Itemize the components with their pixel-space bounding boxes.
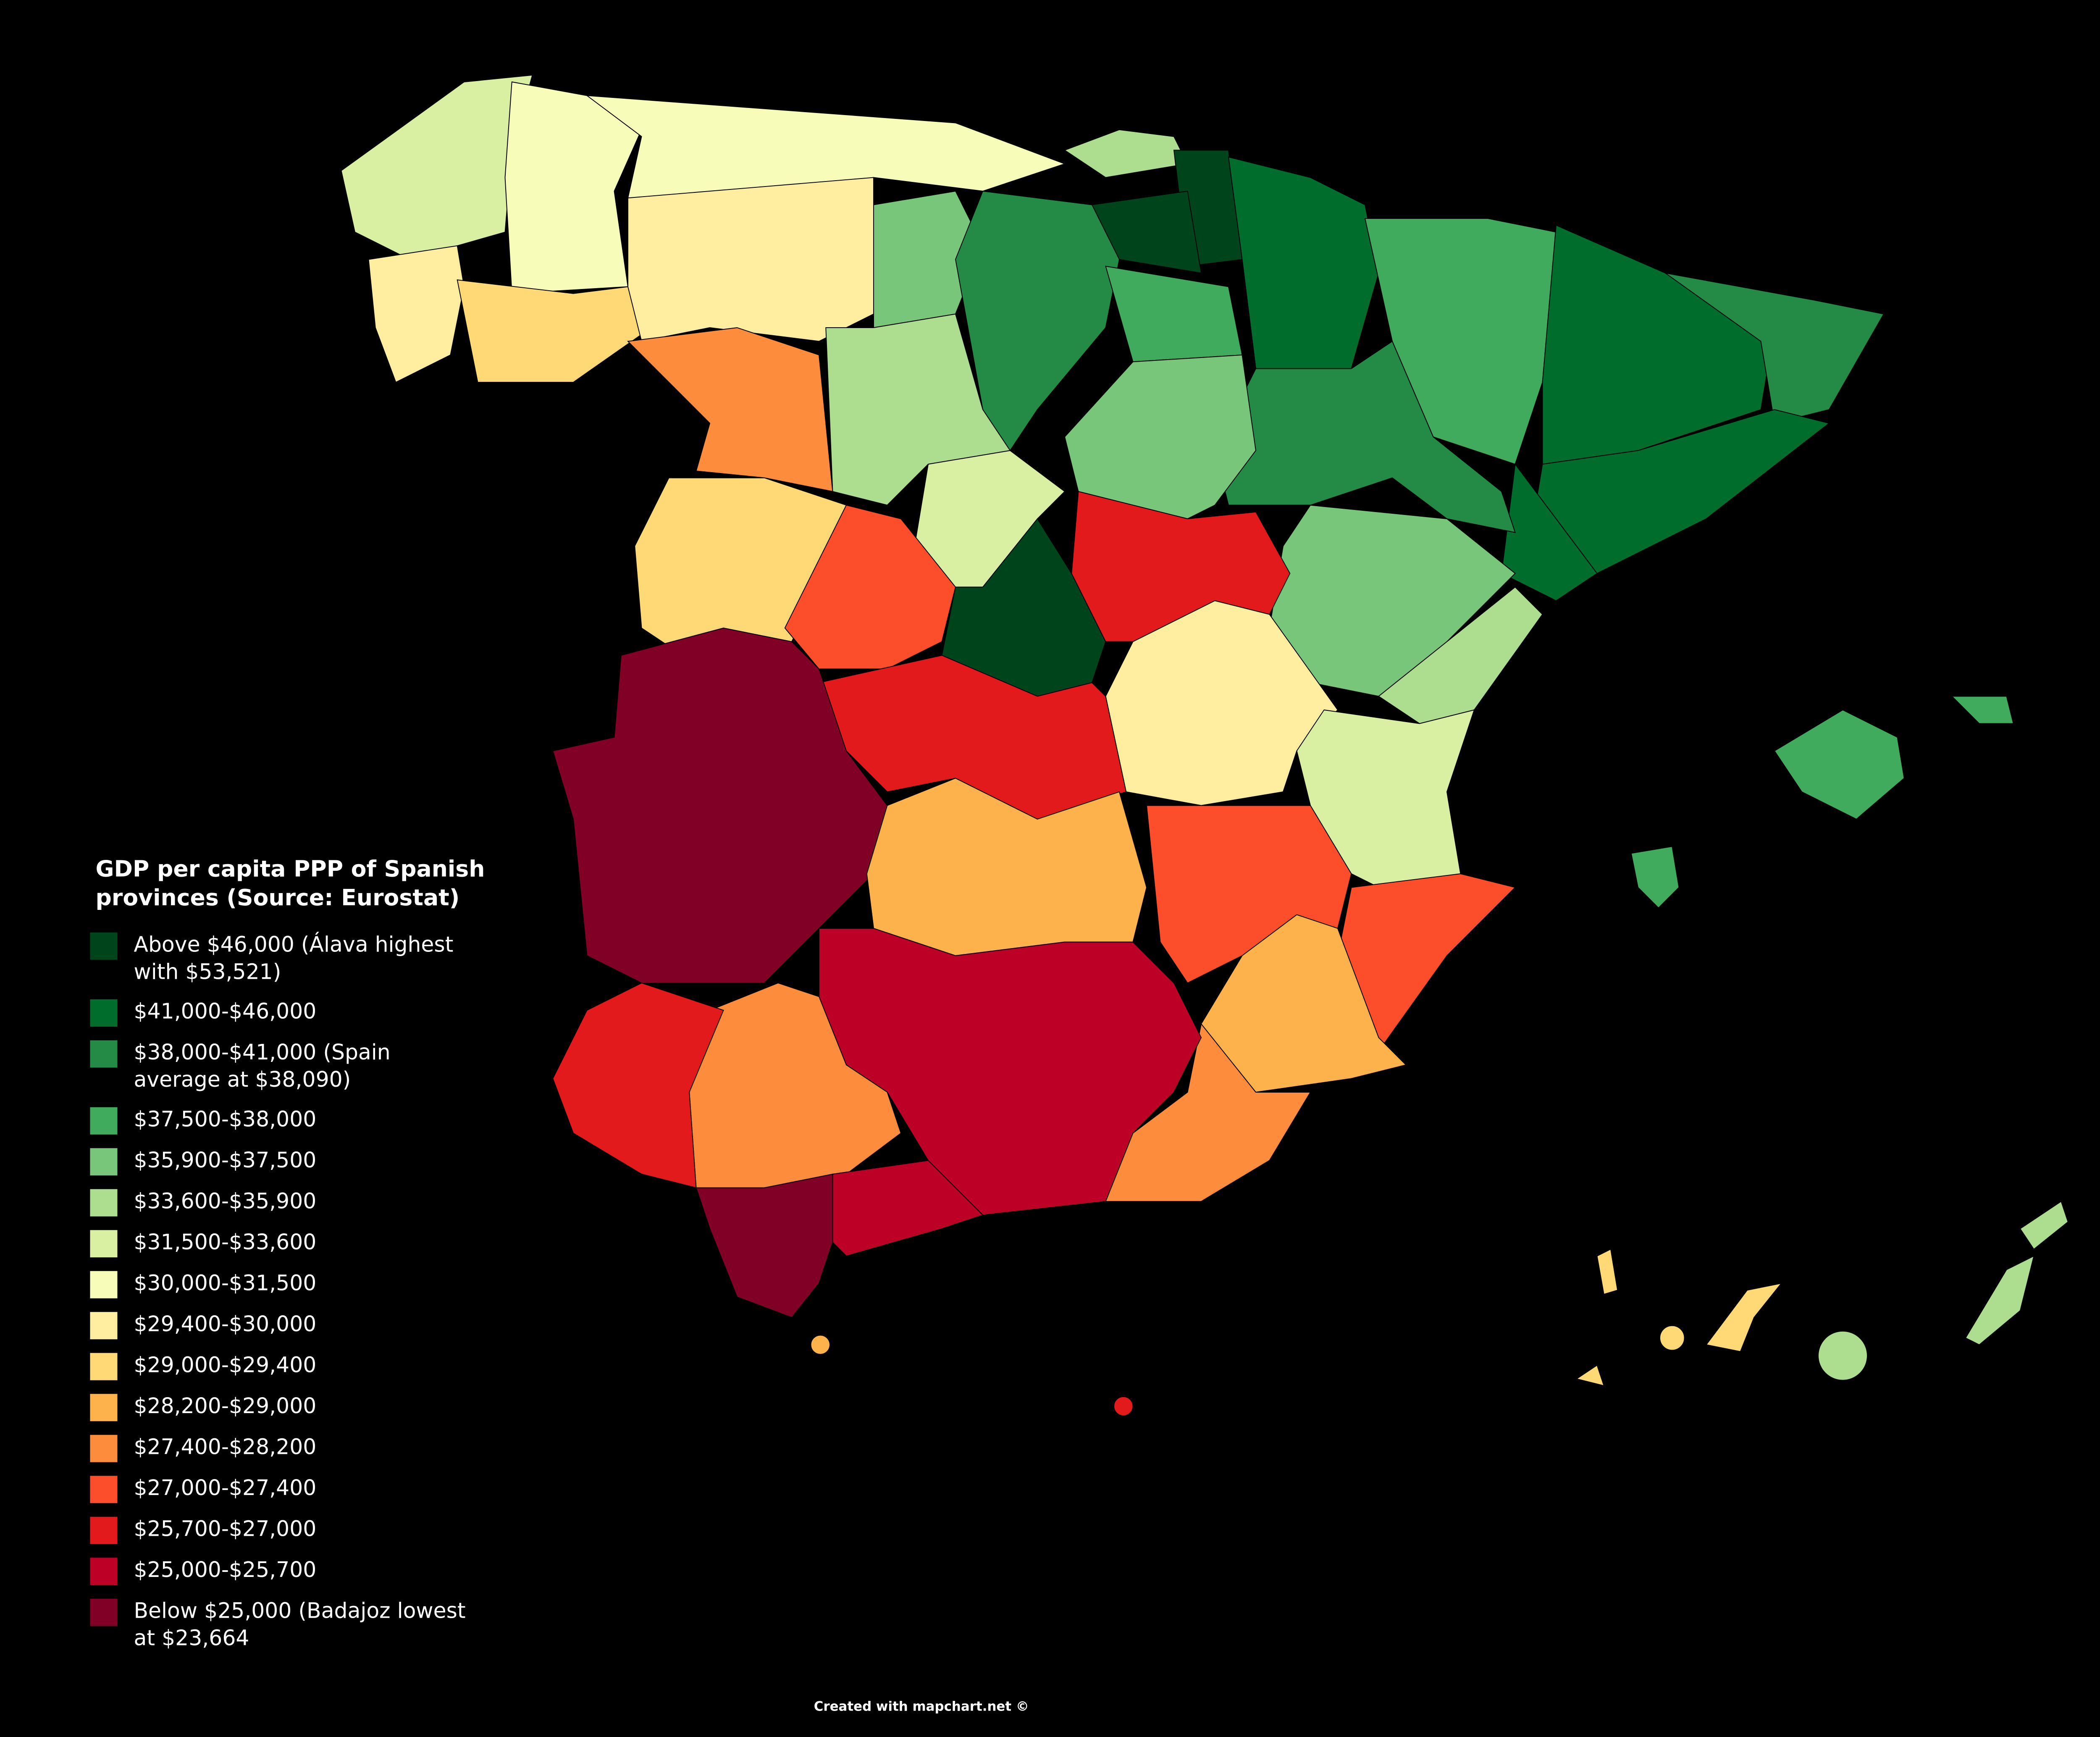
legend-swatch xyxy=(90,1394,118,1422)
legend-swatch xyxy=(90,1558,118,1585)
legend-swatch xyxy=(90,1598,118,1626)
legend-swatch xyxy=(90,932,118,960)
province xyxy=(1228,156,1379,369)
legend-label: $25,700-$27,000 xyxy=(134,1516,317,1542)
legend-item: $25,700-$27,000 xyxy=(90,1516,486,1544)
legend-label: $27,400-$28,200 xyxy=(134,1435,317,1460)
legend-swatch xyxy=(90,1230,118,1258)
legend-swatch xyxy=(90,1476,118,1503)
province xyxy=(1596,1248,1618,1295)
legend-label: $29,000-$29,400 xyxy=(134,1353,317,1378)
province xyxy=(627,177,874,342)
legend-label: Below $25,000 (Badajoz lowest at $23,664 xyxy=(134,1598,466,1651)
legend-swatch xyxy=(90,1353,118,1380)
legend-label: $25,000-$25,700 xyxy=(134,1558,317,1582)
legend-label: $35,900-$37,500 xyxy=(134,1148,317,1173)
province xyxy=(1214,341,1516,533)
legend-item: $27,000-$27,400 xyxy=(90,1474,486,1503)
legend-item: $31,500-$33,600 xyxy=(90,1229,486,1258)
legend-swatch xyxy=(90,1189,118,1217)
province xyxy=(866,778,1147,956)
credit: Created with mapchart.net © xyxy=(814,1700,1029,1715)
legend: GDP per capita PPP of Spanish provinces … xyxy=(90,855,486,1664)
legend-item: $30,000-$31,500 xyxy=(90,1270,486,1298)
province xyxy=(1064,354,1257,520)
legend-label: $41,000-$46,000 xyxy=(134,999,317,1024)
legend-swatch xyxy=(90,999,118,1027)
legend-label: $33,600-$35,900 xyxy=(134,1189,317,1214)
legend-label: $30,000-$31,500 xyxy=(134,1271,317,1296)
legend-label: $38,000-$41,000 (Spain average at $38,09… xyxy=(134,1040,391,1093)
province xyxy=(2019,1201,2068,1250)
legend-label: $37,500-$38,000 xyxy=(134,1107,317,1132)
province xyxy=(1659,1325,1685,1351)
province xyxy=(457,279,642,383)
province xyxy=(1818,1330,1868,1381)
legend-label: $29,400-$30,000 xyxy=(134,1312,317,1337)
legend-item: $35,900-$37,500 xyxy=(90,1147,486,1176)
province xyxy=(1113,1396,1134,1416)
province xyxy=(1575,1364,1605,1387)
legend-item: $41,000-$46,000 xyxy=(90,998,486,1027)
legend-item: $28,200-$29,000 xyxy=(90,1393,486,1422)
province xyxy=(1774,709,1905,820)
legend-swatch xyxy=(90,1107,118,1135)
province xyxy=(341,74,533,260)
province xyxy=(955,190,1120,452)
province xyxy=(1665,273,1885,424)
province xyxy=(1105,265,1243,363)
legend-item: $29,400-$30,000 xyxy=(90,1311,486,1340)
province xyxy=(832,1160,984,1257)
province xyxy=(1105,1023,1311,1202)
province xyxy=(627,327,833,492)
province xyxy=(368,245,465,383)
province xyxy=(1705,1282,1782,1352)
legend-label: $31,500-$33,600 xyxy=(134,1230,317,1255)
legend-item: $37,500-$38,000 xyxy=(90,1106,486,1135)
legend-swatch xyxy=(90,1040,118,1068)
legend-swatch xyxy=(90,1271,118,1298)
legend-item: $38,000-$41,000 (Spain average at $38,09… xyxy=(90,1039,486,1093)
province xyxy=(1951,696,2014,724)
province xyxy=(696,1173,833,1318)
province xyxy=(810,1335,830,1355)
legend-swatch xyxy=(90,1516,118,1544)
legend-item: Below $25,000 (Badajoz lowest at $23,664 xyxy=(90,1598,486,1652)
legend-swatch xyxy=(90,1312,118,1340)
legend-item: $29,000-$29,400 xyxy=(90,1352,486,1380)
legend-swatch xyxy=(90,1435,118,1462)
legend-label: Above $46,000 (Álava highest with $53,52… xyxy=(134,932,454,985)
legend-title: GDP per capita PPP of Spanish provinces … xyxy=(95,856,485,911)
legend-items: Above $46,000 (Álava highest with $53,52… xyxy=(90,931,486,1652)
province xyxy=(1965,1255,2034,1345)
legend-label: $27,000-$27,400 xyxy=(134,1476,317,1500)
legend-item: $33,600-$35,900 xyxy=(90,1188,486,1217)
legend-swatch xyxy=(90,1148,118,1176)
province xyxy=(1501,463,1598,602)
legend-item: Above $46,000 (Álava highest with $53,52… xyxy=(90,931,486,986)
legend-item: $25,000-$25,700 xyxy=(90,1556,486,1585)
legend-label: $28,200-$29,000 xyxy=(134,1394,317,1419)
legend-item: $27,400-$28,200 xyxy=(90,1434,486,1462)
province xyxy=(1063,129,1188,178)
province xyxy=(784,505,956,670)
province xyxy=(1630,846,1680,909)
